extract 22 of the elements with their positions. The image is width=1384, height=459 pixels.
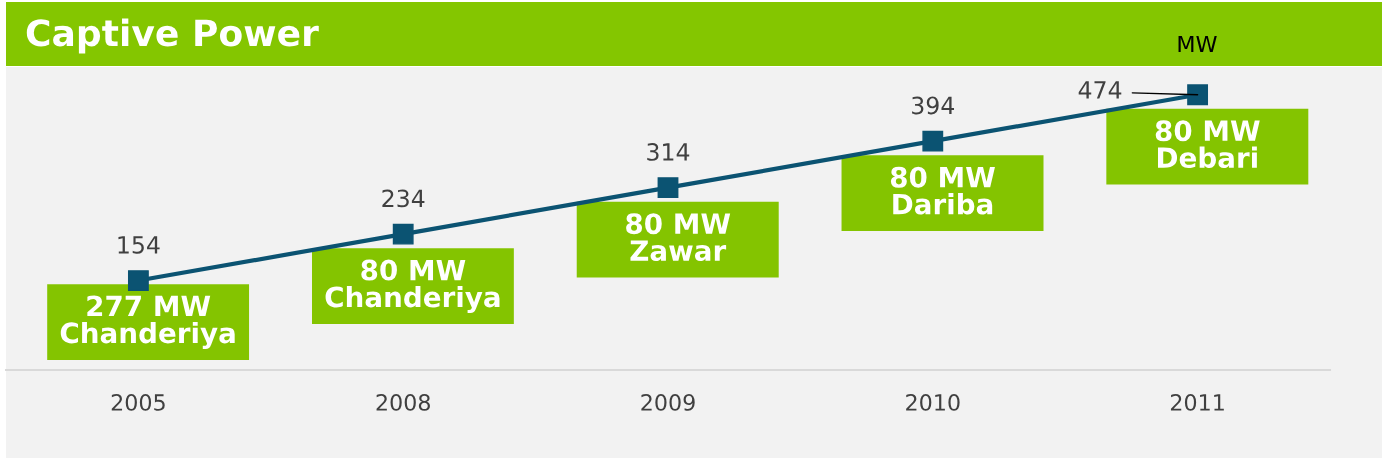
data-label: 314 [647,142,690,161]
point [922,130,944,152]
data-label: 234 [382,189,425,208]
data-label: 154 [118,236,160,254]
annotation: 80 MW Zawar [626,213,731,262]
y-axis-title: MW [1178,35,1217,53]
annotation: 80 MW Chanderiya [325,259,500,314]
chart-title: Captive Power [26,18,319,54]
point [127,270,149,291]
x-tick-label: 2011 [1170,394,1224,411]
x-tick-label: 2005 [111,394,165,411]
x-tick-label: 2010 [906,394,960,411]
annotation: 277 MW Chanderiya [60,295,235,349]
point [657,177,679,199]
x-tick-label: 2009 [641,394,695,411]
annotation: 80 MW Dariba [890,166,995,215]
point [1187,84,1209,106]
annotation: 80 MW Debari [1155,120,1260,169]
point [392,223,414,245]
data-label: 474 [1078,81,1122,99]
x-tick-label: 2008 [376,394,430,411]
data-label: 394 [912,96,955,115]
